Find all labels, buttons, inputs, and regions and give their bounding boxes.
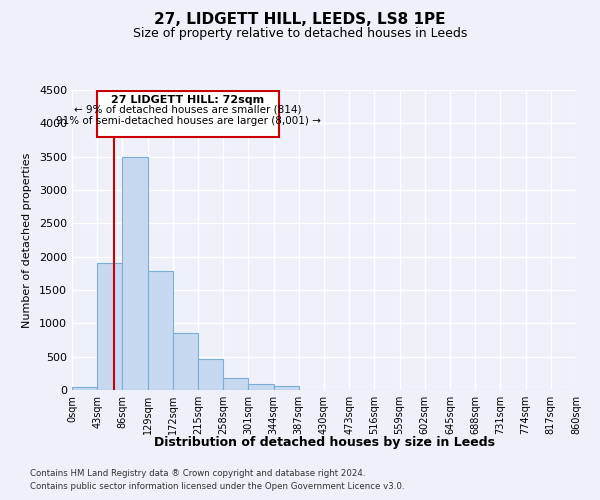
Text: Contains public sector information licensed under the Open Government Licence v3: Contains public sector information licen… [30, 482, 404, 491]
Bar [122, 156, 148, 390]
Bar [248, 384, 274, 390]
Text: 27 LIDGETT HILL: 72sqm: 27 LIDGETT HILL: 72sqm [112, 94, 265, 104]
Text: Size of property relative to detached houses in Leeds: Size of property relative to detached ho… [133, 28, 467, 40]
Text: Contains HM Land Registry data ® Crown copyright and database right 2024.: Contains HM Land Registry data ® Crown c… [30, 468, 365, 477]
Y-axis label: Number of detached properties: Number of detached properties [22, 152, 32, 328]
Bar [72, 386, 97, 390]
Bar [223, 378, 248, 390]
Bar [148, 272, 173, 390]
Bar [173, 334, 198, 390]
Bar [198, 360, 223, 390]
Text: ← 9% of detached houses are smaller (814): ← 9% of detached houses are smaller (814… [74, 104, 302, 115]
Bar [274, 386, 299, 390]
Text: 91% of semi-detached houses are larger (8,001) →: 91% of semi-detached houses are larger (… [56, 116, 320, 126]
Text: 27, LIDGETT HILL, LEEDS, LS8 1PE: 27, LIDGETT HILL, LEEDS, LS8 1PE [154, 12, 446, 28]
FancyBboxPatch shape [97, 90, 279, 138]
Text: Distribution of detached houses by size in Leeds: Distribution of detached houses by size … [154, 436, 494, 449]
Bar [97, 264, 122, 390]
